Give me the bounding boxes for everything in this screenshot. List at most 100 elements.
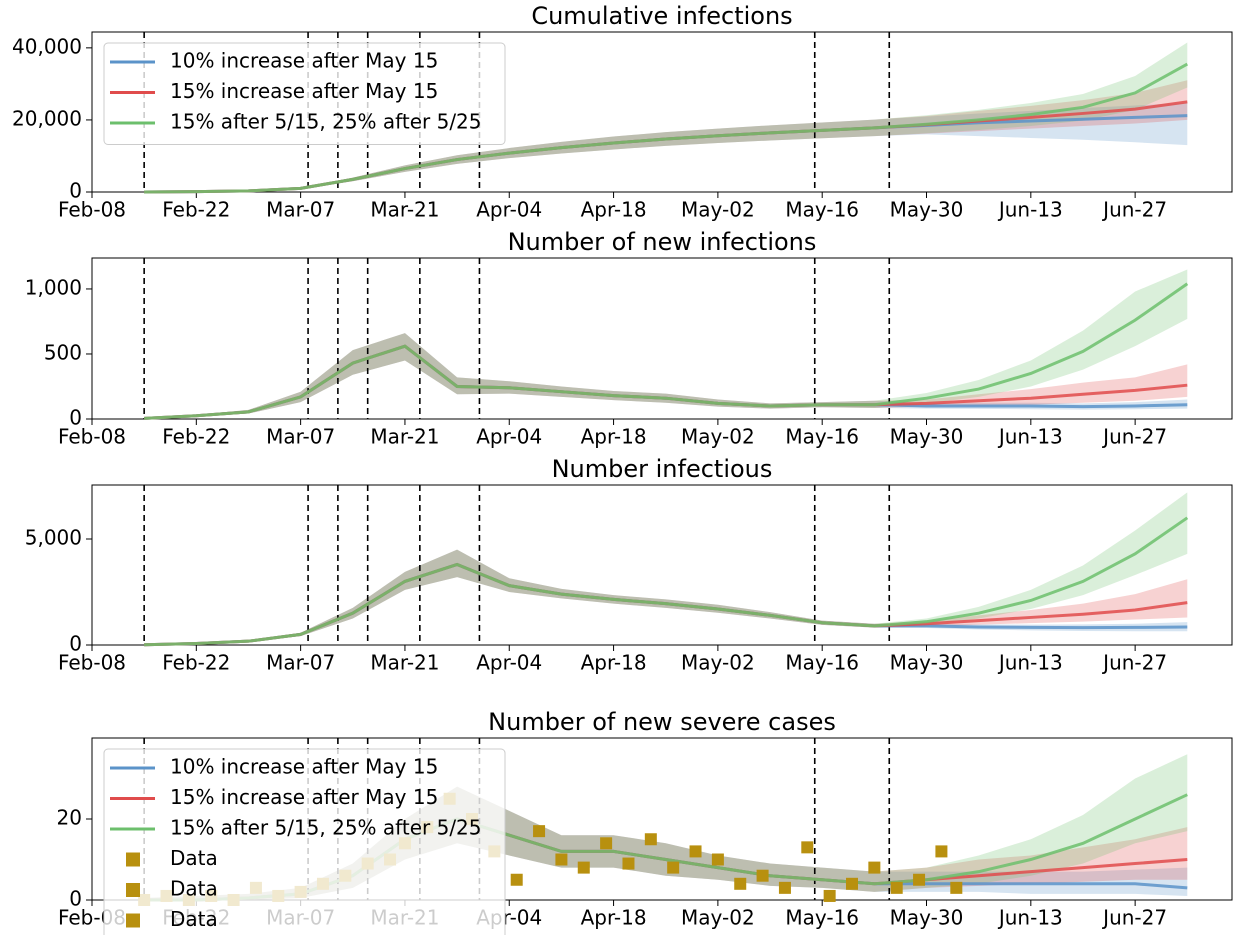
chart-title: Cumulative infections (531, 2, 792, 30)
data-point (868, 861, 881, 874)
data-point (734, 877, 747, 890)
x-tick-label: Jun-13 (997, 198, 1063, 222)
x-tick-label: Jun-13 (997, 651, 1063, 675)
y-tick-label: 0 (69, 179, 82, 203)
x-tick-label: Apr-04 (476, 651, 542, 675)
x-tick-label: Mar-07 (266, 425, 335, 449)
x-tick-label: May-02 (681, 198, 755, 222)
plot-frame (91, 257, 1233, 420)
y-tick-label: 500 (44, 340, 82, 364)
legend-label: Data (170, 877, 218, 901)
data-point (577, 861, 590, 874)
data-point (622, 857, 635, 870)
confidence-band (144, 80, 1188, 192)
plot-frame (91, 484, 1233, 646)
confidence-band (144, 333, 1188, 419)
y-tick-label: 0 (69, 406, 82, 430)
x-tick-label: May-30 (890, 198, 964, 222)
x-tick-label: Apr-18 (581, 425, 647, 449)
data-point (756, 869, 769, 882)
legend-label: 10% increase after May 15 (170, 755, 438, 779)
legend-label: Data (170, 907, 218, 931)
x-tick-label: Feb-22 (162, 425, 230, 449)
data-point (890, 881, 903, 894)
data-point (555, 853, 568, 866)
y-tick-label: 0 (69, 887, 82, 911)
data-point (711, 853, 724, 866)
y-tick-label: 0 (69, 632, 82, 656)
series-line (144, 516, 1189, 647)
data-point (533, 825, 546, 838)
x-tick-label: Apr-04 (476, 198, 542, 222)
legend-label: 10% increase after May 15 (170, 49, 438, 73)
data-point (823, 889, 836, 902)
x-tick-label: Mar-07 (266, 198, 335, 222)
x-tick-label: Jun-27 (1101, 906, 1167, 930)
x-tick-label: Feb-08 (58, 651, 126, 675)
data-point (510, 873, 523, 886)
x-tick-label: May-02 (681, 425, 755, 449)
x-tick-label: May-16 (785, 651, 859, 675)
x-tick-label: Jun-27 (1101, 651, 1167, 675)
legend-label: 15% increase after May 15 (170, 785, 438, 809)
legend-label: 15% increase after May 15 (170, 79, 438, 103)
data-point (778, 881, 791, 894)
x-tick-label: Jun-13 (997, 425, 1063, 449)
legend-box (103, 42, 506, 145)
data-point (935, 845, 948, 858)
legend-marker (126, 883, 140, 897)
confidence-band (144, 786, 1188, 900)
x-tick-label: May-16 (785, 425, 859, 449)
x-tick-label: Apr-18 (581, 906, 647, 930)
confidence-band (144, 333, 1188, 419)
x-tick-label: Mar-21 (370, 198, 439, 222)
confidence-band (144, 786, 1188, 900)
y-tick-label: 20 (57, 806, 82, 830)
x-tick-label: Jun-27 (1101, 425, 1167, 449)
x-tick-label: May-30 (890, 425, 964, 449)
x-tick-label: Jun-13 (997, 906, 1063, 930)
x-tick-label: Apr-04 (476, 425, 542, 449)
legend-label: Data (170, 846, 218, 870)
x-tick-label: May-02 (681, 906, 755, 930)
y-tick-label: 40,000 (12, 34, 82, 58)
confidence-band (144, 42, 1188, 192)
legend-box (103, 748, 506, 935)
series-line (144, 282, 1189, 420)
x-tick-label: Feb-08 (58, 198, 126, 222)
data-point (689, 845, 702, 858)
x-tick-label: Mar-07 (266, 651, 335, 675)
x-tick-label: May-16 (785, 906, 859, 930)
data-point (667, 861, 680, 874)
chart-title: Number of new infections (508, 228, 817, 256)
data-point (600, 837, 613, 850)
data-point (950, 881, 963, 894)
y-tick-label: 20,000 (12, 106, 82, 130)
y-tick-label: 5,000 (25, 525, 82, 549)
confidence-band (144, 754, 1188, 900)
x-tick-label: May-30 (890, 906, 964, 930)
x-tick-label: Mar-21 (370, 651, 439, 675)
x-tick-label: Apr-18 (581, 198, 647, 222)
legend-label: 15% after 5/15, 25% after 5/25 (170, 816, 482, 840)
x-tick-label: Jun-27 (1101, 198, 1167, 222)
x-tick-label: May-16 (785, 198, 859, 222)
x-tick-label: May-02 (681, 651, 755, 675)
series-line (144, 62, 1189, 194)
confidence-band (144, 549, 1188, 645)
data-point (846, 877, 858, 890)
data-point (801, 841, 814, 854)
y-tick-label: 1,000 (25, 275, 82, 299)
chart-title: Number infectious (552, 455, 773, 483)
chart-title: Number of new severe cases (488, 708, 836, 736)
data-point (913, 873, 926, 886)
legend-marker (126, 852, 140, 867)
x-tick-label: Feb-22 (162, 651, 230, 675)
legend-marker (126, 913, 140, 928)
legend-label: 15% after 5/15, 25% after 5/25 (170, 110, 482, 134)
plot-frame (91, 31, 1233, 193)
x-tick-label: Mar-21 (370, 425, 439, 449)
data-point (644, 833, 657, 846)
